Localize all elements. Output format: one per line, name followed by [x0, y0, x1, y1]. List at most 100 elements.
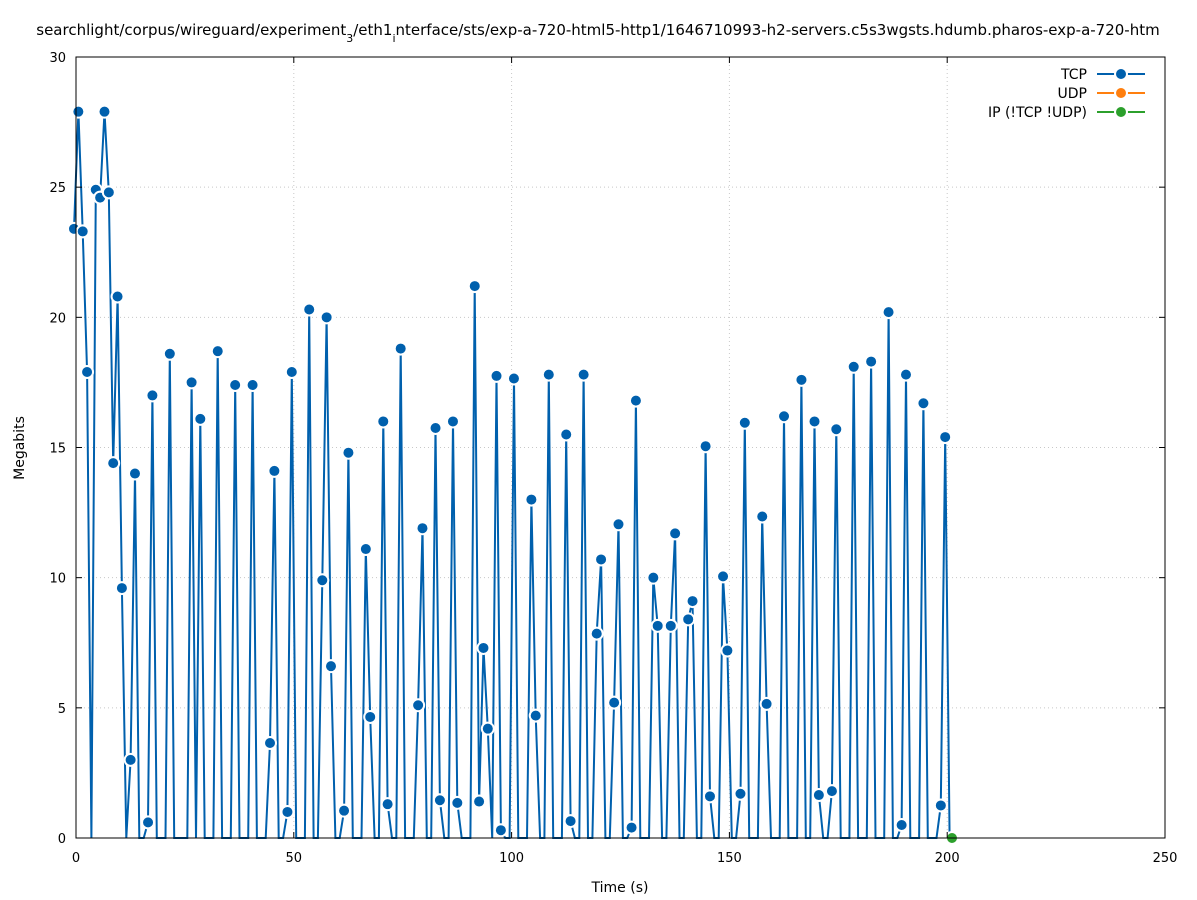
y-axis-label: Megabits — [12, 416, 28, 480]
tcp-data-point — [524, 492, 539, 507]
tcp-data-point — [563, 814, 578, 829]
tcp-data-point — [210, 344, 225, 359]
tcp-data-point — [337, 803, 352, 818]
tcp-data-point — [101, 185, 116, 200]
tcp-data-point — [650, 618, 665, 633]
title-part: nterface/sts/exp-a-720-html5-http1/16467… — [396, 21, 1160, 39]
tcp-data-point — [75, 224, 90, 239]
tcp-data-point — [663, 618, 678, 633]
tcp-data-point — [380, 797, 395, 812]
tcp-data-point — [811, 788, 826, 803]
tcp-data-point — [493, 823, 508, 838]
tcp-data-point — [467, 279, 482, 294]
tcp-data-point — [829, 422, 844, 437]
tcp-data-point — [681, 612, 696, 627]
tcp-data-point — [245, 378, 260, 393]
legend-marker — [1114, 105, 1128, 119]
tcp-data-point — [685, 594, 700, 609]
tcp-data-point — [193, 411, 208, 426]
tcp-data-point — [737, 415, 752, 430]
legend-label: UDP — [1058, 86, 1087, 102]
tcp-data-point — [755, 509, 770, 524]
tcp-data-point — [894, 817, 909, 832]
plot-area — [66, 104, 959, 845]
tcp-data-point — [315, 573, 330, 588]
tcp-data-point — [480, 721, 495, 736]
tcp-data-point — [576, 367, 591, 382]
tcp-data-point — [624, 820, 639, 835]
tcp-data-point — [720, 643, 735, 658]
tcp-data-point — [80, 365, 95, 380]
tcp-data-point — [607, 695, 622, 710]
tcp-data-point — [319, 310, 334, 325]
tcp-data-point — [698, 439, 713, 454]
tcp-data-point — [341, 445, 356, 460]
tcp-data-point — [280, 804, 295, 819]
title-subscript: i — [392, 32, 395, 45]
tcp-data-point — [846, 359, 861, 374]
tcp-data-point — [324, 659, 339, 674]
tcp-data-point — [733, 786, 748, 801]
tcp-data-point — [145, 388, 160, 403]
axis-ticks: 0 50 100 150 200 250 0 5 10 15 20 25 30 — [49, 51, 1177, 866]
tcp-data-point — [110, 289, 125, 304]
tcp-data-point — [759, 696, 774, 711]
tcp-data-point — [411, 698, 426, 713]
y-tick-label: 30 — [49, 51, 66, 66]
x-axis-label: Time (s) — [591, 880, 649, 896]
tcp-data-point — [594, 552, 609, 567]
title-subscript: 3 — [346, 32, 353, 45]
tcp-data-point — [450, 795, 465, 810]
tcp-data-point — [589, 626, 604, 641]
tcp-data-point — [933, 798, 948, 813]
title-part: /eth1 — [353, 21, 392, 39]
y-tick-label: 15 — [49, 442, 66, 457]
y-tick-label: 25 — [49, 181, 66, 196]
legend-label: TCP — [1060, 67, 1087, 83]
x-tick-label: 100 — [499, 851, 524, 866]
tcp-data-point — [71, 104, 86, 119]
tcp-data-point — [363, 709, 378, 724]
tcp-data-point — [506, 371, 521, 386]
tcp-data-point — [358, 542, 373, 557]
tcp-data-point — [559, 427, 574, 442]
y-tick-label: 5 — [58, 702, 66, 717]
tcp-data-point — [628, 393, 643, 408]
tcp-data-point — [263, 735, 278, 750]
tcp-data-point — [114, 581, 129, 596]
tcp-data-point — [472, 794, 487, 809]
tcp-data-point — [489, 368, 504, 383]
tcp-data-point — [476, 640, 491, 655]
tcp-data-point — [184, 375, 199, 390]
tcp-data-point — [807, 414, 822, 429]
tcp-data-point — [646, 570, 661, 585]
tcp-series-line — [73, 111, 951, 839]
tcp-data-point — [881, 305, 896, 320]
y-tick-label: 20 — [49, 311, 66, 326]
legend-entry-ip: IP (!TCP !UDP) — [988, 105, 1145, 121]
tcp-data-point — [824, 784, 839, 799]
tcp-data-point — [668, 526, 683, 541]
legend: TCP UDP IP (!TCP !UDP) — [988, 67, 1145, 121]
tcp-data-point — [284, 365, 299, 380]
tcp-data-point — [864, 354, 879, 369]
tcp-data-point — [445, 414, 460, 429]
tcp-data-point — [611, 517, 626, 532]
tcp-data-point — [162, 346, 177, 361]
tcp-data-point — [127, 466, 142, 481]
tcp-data-point — [777, 409, 792, 424]
tcp-data-point — [541, 367, 556, 382]
tcp-data-point — [393, 341, 408, 356]
legend-label: IP (!TCP !UDP) — [988, 105, 1087, 121]
x-tick-label: 0 — [72, 851, 80, 866]
tcp-data-point — [794, 372, 809, 387]
chart-title: searchlight/corpus/wireguard/experiment3… — [36, 21, 1159, 45]
title-part: searchlight/corpus/wireguard/experiment — [36, 21, 346, 39]
tcp-data-point — [716, 569, 731, 584]
legend-marker — [1114, 67, 1128, 81]
tcp-data-point — [898, 367, 913, 382]
tcp-data-point — [415, 521, 430, 536]
tcp-data-point — [97, 104, 112, 119]
tcp-data-point — [938, 430, 953, 445]
